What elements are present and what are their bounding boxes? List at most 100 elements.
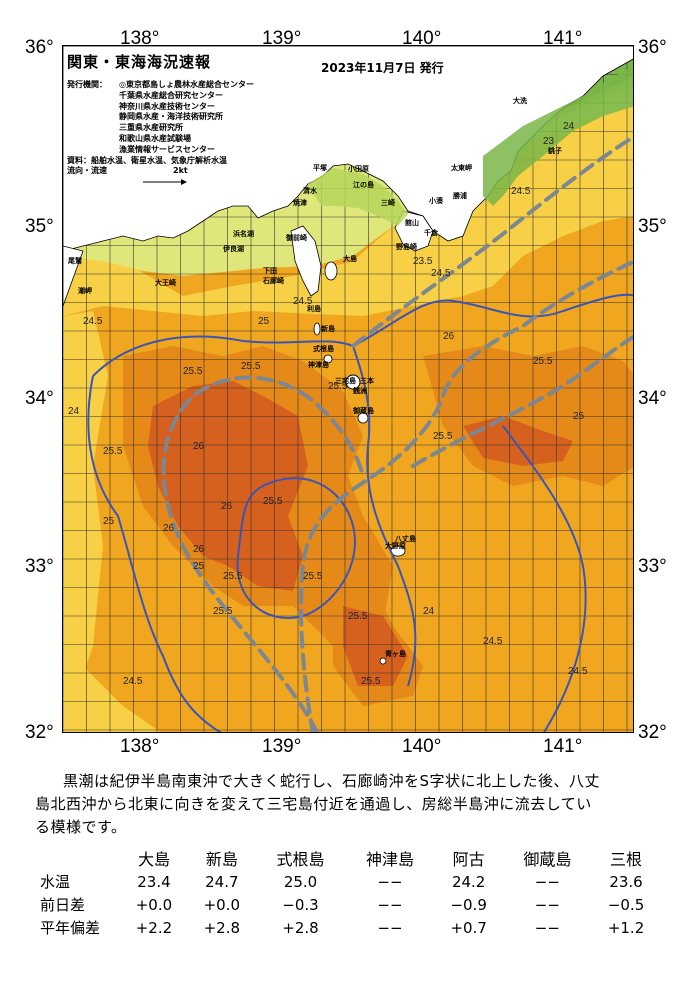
table-cell: +1.2 — [607, 918, 645, 937]
place-label: 小湊 — [429, 197, 443, 205]
isotherm-label: 26 — [193, 441, 205, 452]
place-label: 大洗 — [513, 97, 527, 105]
place-label: 勝浦 — [453, 192, 467, 200]
sea-temperature-map: 関東・東海海況速報 2023年11月7日 発行 発行機関： ◎東京都島しょ農林水産… — [62, 45, 634, 733]
table-cell: +0.0 — [203, 895, 241, 914]
place-label: 八丈島 — [395, 535, 416, 543]
island-kozushima — [323, 354, 333, 364]
map-title: 関東・東海海況速報 — [67, 53, 212, 71]
summary-text: 黒潮は紀伊半島南東沖で大きく蛇行し、石廊崎沖をS字状に北上した後、八丈 島北西沖… — [35, 770, 675, 839]
place-label: 野島崎 — [396, 243, 417, 251]
sea-25-26-zone-east — [423, 346, 633, 486]
table-cell: −− — [377, 872, 403, 891]
lon-label-141-bottom: 141° — [543, 736, 583, 757]
isotherm-label: 25.5 — [533, 356, 553, 367]
depth-contour-east — [502, 425, 587, 732]
island-aogashima — [379, 657, 387, 665]
kuroshio-path-meander — [161, 375, 365, 732]
column-header: 三根 — [610, 850, 643, 869]
island-mikurajima — [357, 412, 369, 424]
isotherm-label: 24 — [423, 606, 435, 617]
place-label: 三本 — [360, 377, 374, 385]
kuroshio-path-southeast — [411, 334, 633, 468]
table-cell: 24.7 — [205, 872, 239, 891]
issuer-6: 漁業情報サービスセンター — [119, 144, 215, 154]
place-label: 大王崎 — [155, 279, 176, 287]
row-header: 平年偏差 — [40, 919, 101, 937]
lon-label-138-top: 138° — [120, 28, 160, 49]
isotherm-label: 25.5 — [183, 366, 203, 377]
place-label: 千倉 — [424, 229, 438, 237]
table-cell: +0.7 — [450, 918, 487, 937]
table-cell: 25.0 — [283, 872, 318, 891]
table-cell: −− — [534, 895, 560, 914]
isotherm-label: 24 — [563, 121, 575, 132]
place-label: 焼津 — [293, 199, 307, 207]
issuer-0: ◎東京都島しょ農林水産総合センター — [119, 80, 254, 89]
isotherm-label: 25.5 — [348, 611, 368, 622]
isotherm-label: 25.5 — [213, 606, 233, 617]
column-header: 神津島 — [365, 850, 414, 869]
isotherm-label: 25.5 — [103, 446, 123, 457]
isotherm-label: 25 — [573, 411, 585, 422]
column-header: 式根島 — [276, 850, 325, 869]
isotherm-label: 24.5 — [483, 636, 503, 647]
table-cell: +2.2 — [135, 918, 173, 937]
isotherm-label: 24.5 — [83, 316, 103, 327]
place-label: 江の島 — [353, 181, 374, 189]
isotherm-label: 25.5 — [361, 676, 381, 687]
summary-line-3: る模様です。 — [35, 818, 127, 836]
table-cell: +0.0 — [135, 895, 173, 914]
isotherm-label: 25.5 — [303, 571, 323, 582]
place-label: 式根島 — [313, 345, 334, 353]
lon-label-139-bottom: 139° — [262, 736, 302, 757]
place-label: 清水 — [303, 187, 317, 195]
flow-scale-arrowhead — [181, 179, 187, 185]
coast-le-21-band — [483, 66, 633, 206]
issue-date: 2023年11月7日 発行 — [321, 61, 444, 75]
land-kii-peninsula — [63, 245, 84, 307]
column-header: 阿古 — [452, 850, 485, 869]
flow-scale-value: 2kt — [173, 166, 188, 176]
table-cell: −− — [534, 918, 560, 937]
place-label: 太東岬 — [451, 164, 472, 172]
summary-line-2: 島北西沖から北東に向きを変えて三宅島付近を通過し、房総半島沖に流去してい — [35, 795, 592, 813]
flow-label: 流向・流速 — [67, 166, 107, 176]
place-label: 銭洲 — [353, 387, 367, 395]
issuer-3: 静岡県水産・海洋技術研究所 — [119, 112, 223, 122]
sea-ge-26-zone-east — [463, 416, 573, 466]
place-label: 大島 — [343, 255, 357, 263]
table-header-row: 大島 新島 式根島 神津島 阿古 御蔵島 三根 — [40, 846, 660, 870]
map-canvas — [63, 46, 633, 732]
isotherm-label: 23.5 — [413, 256, 433, 267]
depth-contour-main — [87, 293, 633, 732]
place-label: 尾鷲 — [68, 257, 82, 265]
table-row: 前日差 +0.0 +0.0 −0.3 −− −0.9 −− −0.5 — [40, 893, 660, 916]
place-label: 館山 — [405, 219, 419, 227]
isotherm-label: 25 — [103, 516, 115, 527]
isotherm-label: 24.5 — [568, 666, 588, 677]
isotherm-label: 24 — [68, 406, 80, 417]
place-label: 神津島 — [308, 361, 329, 369]
island-oshima — [324, 261, 338, 281]
row-header: 前日差 — [40, 896, 86, 914]
place-label: 御前崎 — [286, 234, 307, 242]
land-boso-peninsula — [394, 210, 434, 252]
table-cell: 24.2 — [451, 872, 486, 891]
table-cell: +2.8 — [282, 918, 319, 937]
lat-label-32-right: 32° — [638, 722, 667, 743]
isotherm-label: 26 — [193, 544, 205, 555]
isotherm-label: 23 — [543, 136, 555, 147]
lat-label-32-left: 32° — [25, 722, 54, 743]
issuer-2: 神奈川県水産技術センター — [119, 101, 215, 111]
isotherm-label: 26 — [443, 331, 455, 342]
kuroshio-path-northern — [351, 134, 633, 348]
place-label: 三宅島 — [335, 377, 356, 385]
table-cell: +2.8 — [203, 918, 241, 937]
issuer-4: 三重県水産研究所 — [119, 123, 183, 133]
isotherm-label: 26 — [221, 501, 233, 512]
isotherm-label: 25.5 — [328, 381, 348, 392]
table-row: 水温 23.4 24.7 25.0 −− 24.2 −− 23.6 — [40, 870, 660, 893]
table-corner — [40, 846, 120, 870]
column-header: 新島 — [205, 850, 238, 869]
